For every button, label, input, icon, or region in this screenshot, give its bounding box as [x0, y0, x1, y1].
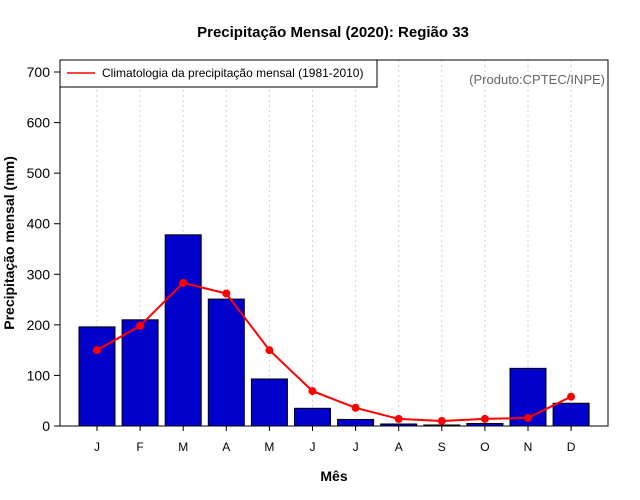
source-annotation: (Produto:CPTEC/INPE)	[469, 72, 605, 87]
y-axis: 0 100 200 300 400 500 600 700	[27, 64, 60, 434]
data-point	[480, 414, 489, 423]
y-axis-label: Precipitação mensal (mm)	[1, 156, 17, 330]
data-point	[394, 414, 403, 423]
data-point	[93, 346, 101, 355]
data-point	[222, 289, 231, 298]
x-tick-label: J	[94, 440, 100, 454]
x-axis-label: Mês	[320, 468, 347, 484]
data-point	[567, 392, 576, 401]
x-tick-label: F	[136, 440, 143, 454]
bar	[207, 298, 245, 427]
x-tick-label: A	[395, 440, 403, 454]
data-point	[524, 413, 532, 422]
bar	[164, 234, 202, 427]
y-tick-label: 600	[27, 115, 51, 131]
bar	[250, 378, 288, 427]
x-tick-label: J	[310, 440, 316, 454]
bar	[78, 326, 116, 427]
bar-series	[78, 234, 590, 427]
bar	[294, 407, 331, 427]
data-point	[351, 403, 360, 412]
data-point	[136, 321, 145, 330]
x-tick-label: J	[353, 440, 359, 454]
bar	[552, 402, 590, 427]
legend-label: Climatologia da precipitação mensal (198…	[102, 66, 363, 80]
chart-title: Precipitação Mensal (2020): Região 33	[197, 24, 469, 41]
x-tick-label: M	[264, 440, 274, 454]
x-tick-label: M	[178, 440, 188, 454]
climatology-line-series	[93, 278, 576, 425]
x-tick-label: S	[438, 440, 446, 454]
bar	[337, 418, 375, 427]
x-tick-label: A	[222, 440, 230, 454]
series-line	[96, 281, 572, 422]
y-tick-label: 200	[27, 317, 51, 333]
legend: Climatologia da precipitação mensal (198…	[59, 59, 378, 88]
y-tick-label: 0	[42, 418, 50, 434]
legend-box	[59, 59, 378, 88]
data-point	[265, 346, 274, 355]
x-tick-label: N	[524, 440, 533, 454]
bar	[121, 319, 159, 427]
y-tick-label: 700	[27, 64, 51, 80]
x-tick-label: D	[567, 440, 576, 454]
x-tick-label: O	[480, 440, 489, 454]
y-tick-label: 500	[27, 165, 51, 181]
data-point	[308, 387, 317, 396]
y-tick-label: 100	[27, 367, 51, 383]
y-tick-label: 300	[27, 266, 51, 282]
y-tick-label: 400	[27, 216, 51, 232]
data-point	[179, 278, 188, 287]
data-point	[437, 416, 446, 425]
